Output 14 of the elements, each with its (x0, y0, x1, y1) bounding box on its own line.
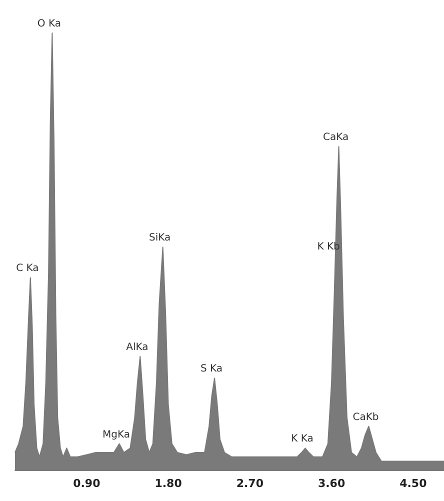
x-tick-label: 1.80 (154, 477, 182, 490)
annotation: K Ka (291, 434, 314, 445)
x-tick-label: 3.60 (318, 477, 346, 490)
annotation: MgKa (102, 429, 130, 440)
annotation: CaKa (322, 132, 349, 144)
annotation: CaKb (352, 412, 379, 423)
x-tick-label: 0.90 (73, 477, 101, 490)
annotation: O Ka (37, 18, 61, 30)
annotation: C Ka (16, 263, 39, 274)
annotation: SiKa (149, 232, 171, 244)
x-tick-label: 4.50 (400, 477, 428, 490)
annotation: S Ka (200, 364, 223, 375)
annotation: AlKa (126, 342, 148, 353)
x-tick-label: 2.70 (236, 477, 264, 490)
